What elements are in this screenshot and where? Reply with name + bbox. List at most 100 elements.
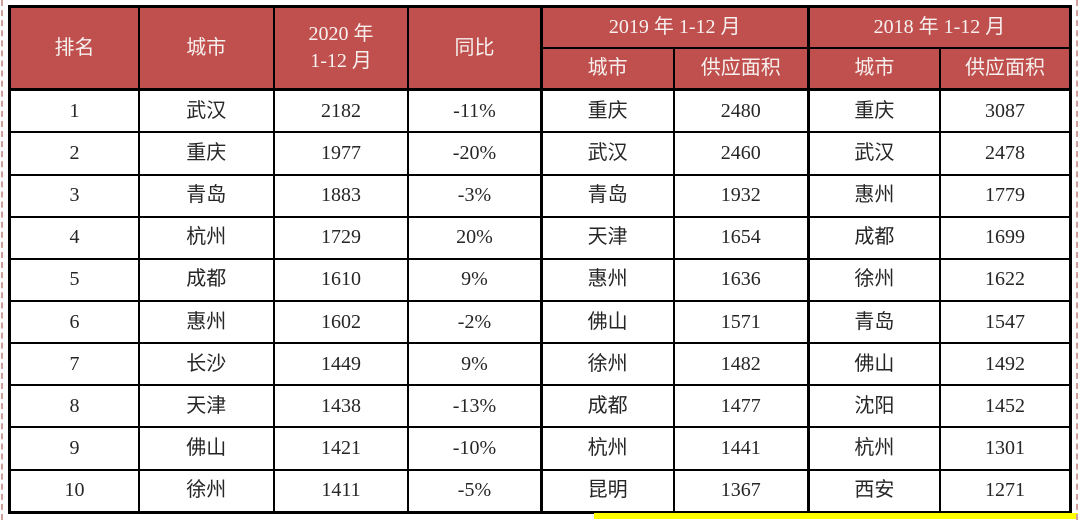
table-cell: -5% xyxy=(407,468,543,514)
table-cell: 杭州 xyxy=(137,215,275,260)
table-row: 9 佛山 1421 -10% 杭州 1441 杭州 1301 xyxy=(8,426,1072,471)
table-cell: -2% xyxy=(407,299,543,345)
table-cell: 佛山 xyxy=(806,342,941,387)
table-cell: 杭州 xyxy=(806,426,941,471)
table-cell: 成都 xyxy=(137,257,275,302)
table-cell: 1482 xyxy=(672,342,810,387)
table-cell: 1271 xyxy=(938,468,1072,514)
table-cell: 西安 xyxy=(806,468,941,514)
table-cell: 1411 xyxy=(272,468,410,514)
col-header-2020-period: 2020 年 1-12 月 xyxy=(272,5,410,91)
table-cell: 成都 xyxy=(806,215,941,260)
table-row: 10 徐州 1411 -5% 昆明 1367 西安 1271 xyxy=(8,468,1072,514)
table-cell: 成都 xyxy=(539,384,675,429)
table-cell: 1452 xyxy=(938,384,1072,429)
table-row: 7 长沙 1449 9% 徐州 1482 佛山 1492 xyxy=(8,342,1072,387)
page-break-dashed-line-left xyxy=(1,0,3,520)
table-cell: 7 xyxy=(8,342,140,387)
col-header-city-2019: 城市 xyxy=(539,46,675,91)
col-header-supply-2019: 供应面积 xyxy=(672,46,810,91)
page-break-dashed-line-right xyxy=(1076,0,1078,520)
table-cell: 1421 xyxy=(272,426,410,471)
table-cell: -20% xyxy=(407,131,543,176)
table-body: 1 武汉 2182 -11% 重庆 2480 重庆 3087 2 重庆 1977 -20% 武汉 2460… xyxy=(8,88,1072,514)
table-cell: 1492 xyxy=(938,342,1072,387)
table-cell: 武汉 xyxy=(806,131,941,176)
table-cell: 1932 xyxy=(672,173,810,218)
col-header-yoy: 同比 xyxy=(407,5,543,91)
supply-ranking-table: 排名 城市 2020 年 1-12 月 同比 2019 年 1-12 月 201… xyxy=(8,5,1072,514)
table-cell: 重庆 xyxy=(137,131,275,176)
table-cell: 1610 xyxy=(272,257,410,302)
col-header-city-2018: 城市 xyxy=(806,46,941,91)
table-row: 1 武汉 2182 -11% 重庆 2480 重庆 3087 xyxy=(8,88,1072,134)
yellow-highlight-strip xyxy=(594,513,1078,519)
col-header-supply-2018: 供应面积 xyxy=(938,46,1072,91)
table-cell: 惠州 xyxy=(539,257,675,302)
table-cell: 佛山 xyxy=(137,426,275,471)
table-cell: 10 xyxy=(8,468,140,514)
table-cell: 9 xyxy=(8,426,140,471)
table-row: 3 青岛 1883 -3% 青岛 1932 惠州 1779 xyxy=(8,173,1072,218)
table-cell: 3087 xyxy=(938,88,1072,134)
table-cell: 武汉 xyxy=(539,131,675,176)
table-cell: 9% xyxy=(407,257,543,302)
table-cell: 1779 xyxy=(938,173,1072,218)
table-cell: 1301 xyxy=(938,426,1072,471)
table-cell: 1636 xyxy=(672,257,810,302)
table-cell: 惠州 xyxy=(137,299,275,345)
table-cell: 1654 xyxy=(672,215,810,260)
table-cell: 3 xyxy=(8,173,140,218)
table-cell: 徐州 xyxy=(539,342,675,387)
table-row: 5 成都 1610 9% 惠州 1636 徐州 1622 xyxy=(8,257,1072,302)
table-cell: 1699 xyxy=(938,215,1072,260)
table-cell: 重庆 xyxy=(539,88,675,134)
table-cell: -10% xyxy=(407,426,543,471)
table-cell: 1602 xyxy=(272,299,410,345)
table-header: 排名 城市 2020 年 1-12 月 同比 2019 年 1-12 月 201… xyxy=(8,5,1072,91)
table-cell: 4 xyxy=(8,215,140,260)
table-cell: 重庆 xyxy=(806,88,941,134)
table-row: 4 杭州 1729 20% 天津 1654 成都 1699 xyxy=(8,215,1072,260)
col-header-city-2020: 城市 xyxy=(137,5,275,91)
table-cell: 2182 xyxy=(272,88,410,134)
table-cell: -13% xyxy=(407,384,543,429)
table-row: 8 天津 1438 -13% 成都 1477 沈阳 1452 xyxy=(8,384,1072,429)
col-header-2020-year: 2020 年 xyxy=(308,23,374,45)
table-cell: 青岛 xyxy=(539,173,675,218)
table-cell: 青岛 xyxy=(137,173,275,218)
table-cell: 长沙 xyxy=(137,342,275,387)
table-cell: 1729 xyxy=(272,215,410,260)
table-cell: 天津 xyxy=(539,215,675,260)
table-cell: 1622 xyxy=(938,257,1072,302)
table-cell: 青岛 xyxy=(806,299,941,345)
table-cell: 1441 xyxy=(672,426,810,471)
table-cell: 1 xyxy=(8,88,140,134)
table-cell: 惠州 xyxy=(806,173,941,218)
table-cell: 2478 xyxy=(938,131,1072,176)
group-header-2019: 2019 年 1-12 月 xyxy=(539,5,810,49)
table-cell: 徐州 xyxy=(137,468,275,514)
table-cell: 1977 xyxy=(272,131,410,176)
col-header-2020-months: 1-12 月 xyxy=(310,50,372,72)
table-cell: 5 xyxy=(8,257,140,302)
table-cell: 2 xyxy=(8,131,140,176)
table-row: 6 惠州 1602 -2% 佛山 1571 青岛 1547 xyxy=(8,299,1072,345)
table-row: 2 重庆 1977 -20% 武汉 2460 武汉 2478 xyxy=(8,131,1072,176)
table-cell: -11% xyxy=(407,88,543,134)
col-header-rank: 排名 xyxy=(8,5,140,91)
table-cell: 武汉 xyxy=(137,88,275,134)
table-cell: 1547 xyxy=(938,299,1072,345)
table-cell: 徐州 xyxy=(806,257,941,302)
table-cell: 1367 xyxy=(672,468,810,514)
table-cell: 佛山 xyxy=(539,299,675,345)
table-cell: 1477 xyxy=(672,384,810,429)
table-cell: 沈阳 xyxy=(806,384,941,429)
group-header-2018: 2018 年 1-12 月 xyxy=(806,5,1072,49)
table-cell: 1883 xyxy=(272,173,410,218)
table-cell: 9% xyxy=(407,342,543,387)
table-cell: 昆明 xyxy=(539,468,675,514)
table-cell: 1438 xyxy=(272,384,410,429)
table-cell: 1449 xyxy=(272,342,410,387)
